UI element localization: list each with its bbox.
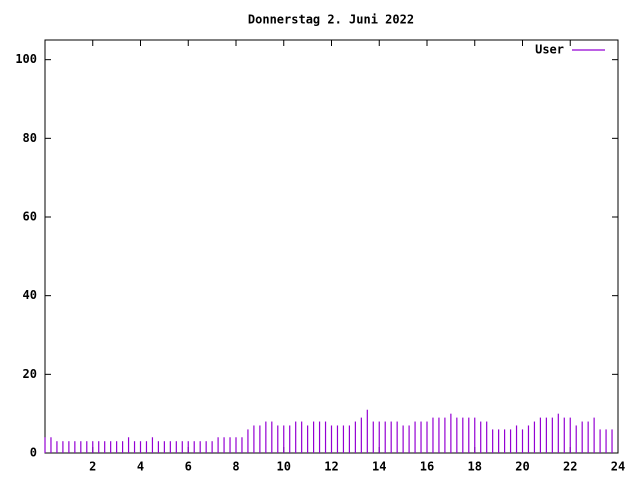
x-tick-label: 20 [515,460,529,474]
y-tick-label: 100 [15,52,37,66]
x-tick-label: 16 [420,460,434,474]
y-tick-label: 20 [23,367,37,381]
x-tick-label: 6 [185,460,192,474]
x-tick-label: 10 [277,460,291,474]
x-tick-label: 12 [324,460,338,474]
y-tick-label: 40 [23,288,37,302]
y-tick-label: 0 [30,446,37,460]
plot-frame [44,39,619,454]
x-tick-label: 22 [563,460,577,474]
chart-title: Donnerstag 2. Juni 2022 [248,13,414,27]
x-tick-label: 14 [372,460,386,474]
legend-label: User [535,43,564,57]
x-tick-label: 24 [611,460,625,474]
x-tick-label: 2 [89,460,96,474]
x-tick-label: 4 [137,460,144,474]
x-tick-label: 8 [232,460,239,474]
x-tick-label: 18 [468,460,482,474]
y-tick-label: 80 [23,131,37,145]
y-tick-label: 60 [23,210,37,224]
